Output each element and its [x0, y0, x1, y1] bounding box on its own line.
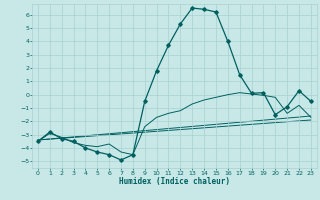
X-axis label: Humidex (Indice chaleur): Humidex (Indice chaleur) [119, 177, 230, 186]
